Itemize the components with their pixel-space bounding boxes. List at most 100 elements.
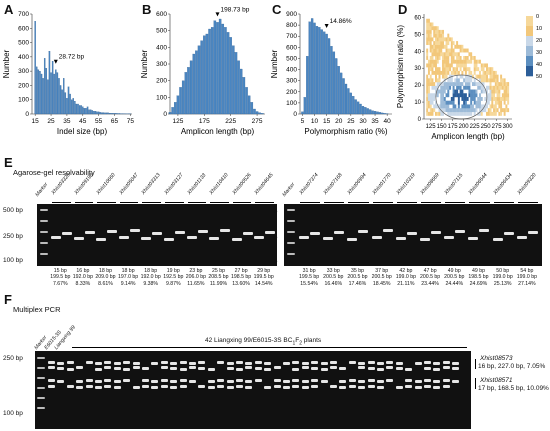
gel-f-band-lower bbox=[85, 385, 93, 388]
gel-e-right-lane-info-line: 200.5 bp bbox=[323, 274, 344, 281]
gel-e-left-lane-info-line: 209.0 bp bbox=[95, 274, 116, 281]
chart-d-cell bbox=[445, 85, 448, 90]
chart-d-cell bbox=[438, 67, 441, 72]
chart-c-x-tick-label: 5 bbox=[301, 118, 305, 125]
chart-d-cell bbox=[440, 111, 443, 116]
chart-d-cell bbox=[466, 96, 469, 101]
gel-f-band-upper bbox=[207, 368, 215, 371]
gel-f-band-upper bbox=[386, 366, 394, 369]
chart-d-cell bbox=[427, 22, 430, 27]
chart-a-bar bbox=[110, 113, 113, 115]
gel-e-left-lane-info: 18 bp 197.0 bp 9.14% bbox=[117, 268, 140, 287]
chart-d-cell bbox=[433, 63, 436, 68]
chart-d-cell bbox=[438, 78, 441, 83]
chart-d-cell bbox=[468, 104, 471, 109]
chart-c-y-tick-label: 600 bbox=[286, 44, 297, 51]
chart-d-cell bbox=[443, 74, 446, 79]
chart-b-bar bbox=[213, 20, 217, 115]
chart-c-x-tick-label: 35 bbox=[371, 118, 379, 125]
chart-d-cell bbox=[491, 93, 494, 98]
chart-a-bar bbox=[88, 109, 90, 115]
chart-d-cell bbox=[496, 78, 499, 83]
chart-d-cell bbox=[449, 111, 452, 116]
gel-e-left-lane-info-line: 8.33% bbox=[75, 280, 91, 287]
chart-d-cell bbox=[479, 111, 481, 116]
chart-d-cell bbox=[463, 63, 466, 68]
chart-d-cell bbox=[491, 89, 494, 94]
chart-d-cell bbox=[426, 111, 429, 116]
chart-d-cell bbox=[486, 111, 488, 116]
chart-d-cell bbox=[479, 74, 481, 79]
chart-d-cell bbox=[457, 111, 460, 116]
chart-d-cell bbox=[505, 104, 508, 109]
chart-a-bar bbox=[64, 92, 67, 115]
chart-d-cell bbox=[464, 82, 467, 87]
gel-f-band-upper bbox=[85, 361, 93, 364]
gel-f-band-upper bbox=[132, 362, 140, 365]
chart-d-cell bbox=[461, 82, 464, 87]
chart-d-cell bbox=[463, 48, 466, 53]
gel-e-right-marker-band bbox=[287, 253, 295, 255]
gel-e-left-lane-info-line: 199.5 bp bbox=[253, 274, 274, 281]
chart-a-bar bbox=[90, 109, 92, 115]
chart-d-cell bbox=[426, 29, 429, 34]
chart-d-cell bbox=[447, 67, 450, 72]
chart-d-cell bbox=[440, 44, 443, 49]
gel-e-left-lane-bracket bbox=[255, 202, 274, 203]
chart-a-y-axis-label: Number bbox=[2, 49, 11, 78]
chart-d-cell bbox=[463, 96, 466, 101]
chart-c-y-tick-label: 400 bbox=[286, 67, 297, 74]
chart-b-bar bbox=[208, 28, 211, 115]
chart-d-cell bbox=[484, 96, 487, 101]
chart-d-cell bbox=[468, 52, 471, 57]
chart-d-cell bbox=[447, 52, 450, 57]
gel-f-band-upper bbox=[358, 362, 366, 365]
gel-f-band-upper bbox=[452, 362, 460, 365]
chart-d-cell bbox=[436, 44, 439, 49]
panel-letter-a: A bbox=[4, 2, 14, 17]
chart-d-cell bbox=[459, 111, 462, 116]
chart-d-cell bbox=[463, 108, 466, 113]
gel-e-left-lane-info-line: 18 bp bbox=[121, 268, 135, 274]
chart-b-y-tick-label: 0 bbox=[163, 111, 167, 118]
chart-d-cell bbox=[464, 74, 467, 79]
chart-d-cell bbox=[436, 52, 439, 57]
gel-e-right-lane-bracket bbox=[469, 202, 490, 203]
chart-d-cell bbox=[447, 100, 450, 105]
chart-c-bar bbox=[366, 108, 369, 115]
chart-a-y-tick-label: 100 bbox=[18, 97, 29, 104]
chart-c-bar bbox=[354, 99, 357, 115]
gel-f-band-upper bbox=[424, 367, 431, 370]
gel-e-left-lane-info-line: 11.99% bbox=[209, 280, 228, 287]
chart-d-cell bbox=[436, 111, 439, 116]
chart-d-cell bbox=[456, 111, 459, 116]
chart-d-cell bbox=[456, 52, 459, 57]
chart-d-cell bbox=[438, 56, 441, 60]
gel-e-left-lane-info-line: 15 bp bbox=[53, 268, 67, 274]
chart-d-cell bbox=[427, 100, 430, 105]
chart-d-cell bbox=[470, 96, 473, 101]
chart-d-cell bbox=[438, 52, 441, 57]
chart-d-cell bbox=[466, 67, 469, 72]
chart-d-cell bbox=[487, 108, 490, 113]
chart-d-cell bbox=[479, 100, 481, 105]
gel-f-band-lower bbox=[367, 379, 375, 382]
gel-e-left-band bbox=[141, 237, 152, 240]
chart-d-cell bbox=[498, 100, 501, 105]
chart-c-bar bbox=[318, 27, 321, 115]
chart-d-x-tick-label: 175 bbox=[448, 124, 459, 130]
chart-d-cell bbox=[429, 22, 432, 27]
chart-d-cell bbox=[436, 82, 439, 87]
chart-d-cell bbox=[435, 41, 437, 46]
chart-d-legend: 0 10 20 30 40 50 bbox=[526, 14, 542, 80]
gel-e-left-lane-info-line: 8.61% bbox=[98, 280, 113, 287]
chart-d-cell bbox=[464, 59, 467, 64]
chart-d-cell bbox=[440, 37, 443, 42]
chart-d-cell bbox=[433, 41, 436, 46]
chart-d-cell bbox=[459, 108, 462, 113]
gel-f-band-upper bbox=[160, 361, 168, 364]
chart-d-cell bbox=[482, 70, 485, 75]
gel-e-right-band bbox=[299, 236, 309, 239]
panel-letter-d: D bbox=[398, 2, 408, 17]
chart-d-cell bbox=[494, 108, 497, 113]
